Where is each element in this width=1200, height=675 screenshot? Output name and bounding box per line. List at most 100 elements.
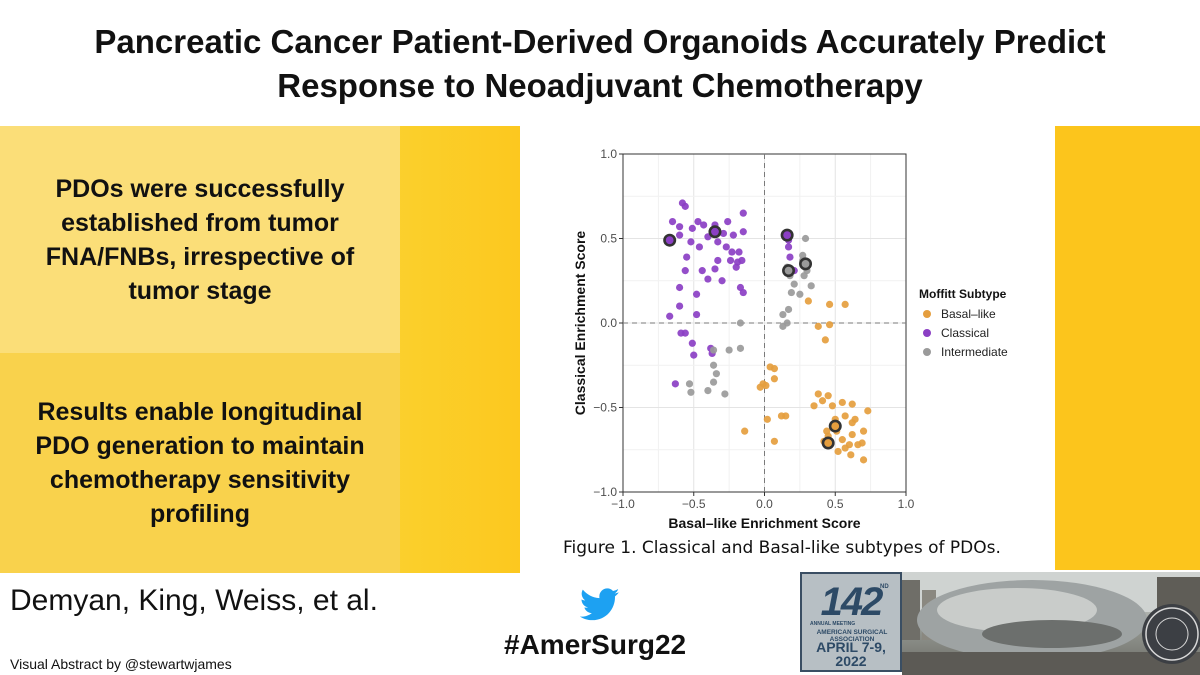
legend-label: Basal–like <box>941 307 996 321</box>
data-point-classical <box>784 243 793 251</box>
data-point-intermediate <box>704 387 712 395</box>
data-point-classical <box>739 288 747 297</box>
data-point-intermediate <box>799 251 807 259</box>
data-point-intermediate <box>736 344 745 352</box>
data-point-basal-like <box>848 400 856 408</box>
data-point-classical <box>688 339 696 347</box>
highlighted-point <box>799 257 813 271</box>
x-tick-label: 1.0 <box>898 497 915 511</box>
data-point-classical <box>722 243 730 251</box>
data-point-intermediate <box>709 378 718 386</box>
logo-date-line-1: APRIL 7-9, <box>816 639 886 655</box>
data-point-basal-like <box>848 419 856 427</box>
authors: Demyan, King, Weiss, et al. <box>10 584 378 617</box>
y-tick-label: −1.0 <box>593 485 617 499</box>
data-point-basal-like <box>859 427 868 435</box>
legend-marker <box>923 329 931 337</box>
data-point-classical <box>714 238 722 246</box>
x-tick-label: 0.0 <box>756 497 773 511</box>
data-point-classical <box>704 275 712 283</box>
finding-1-line-4: tumor stage <box>128 276 272 305</box>
data-point-classical <box>681 267 689 275</box>
data-point-intermediate <box>712 370 720 378</box>
figure-caption: Figure 1. Classical and Basal-like subty… <box>563 538 1001 558</box>
scatter-chart: −1.0 −0.5 0.0 0.5 1.0 −1.0 −0.5 0.0 0.5 1.0 Basal–… <box>572 147 1008 531</box>
data-point-classical <box>732 263 740 271</box>
hashtag: #AmerSurg22 <box>504 629 687 660</box>
data-point-classical <box>681 329 689 337</box>
data-point-intermediate <box>801 234 810 243</box>
finding-2-line-1: Results enable longitudinal <box>37 398 363 426</box>
highlighted-point <box>663 233 677 247</box>
data-point-basal-like <box>804 297 812 305</box>
data-point-basal-like <box>818 397 827 405</box>
legend-label: Intermediate <box>941 345 1008 359</box>
data-point-basal-like <box>858 439 866 447</box>
data-point-classical <box>739 228 747 236</box>
data-point-classical <box>700 221 708 229</box>
figure-panel: −1.0 −0.5 0.0 0.5 1.0 −1.0 −0.5 0.0 0.5 1.0 Basal–… <box>520 126 1055 570</box>
data-point-classical <box>668 218 677 226</box>
y-axis-label: Classical Enrichment Score <box>572 231 588 416</box>
logo-org: AMERICAN SURGICAL ASSOCIATION <box>816 629 888 643</box>
data-point-classical <box>683 253 691 261</box>
data-point-classical <box>698 267 706 275</box>
legend-marker <box>923 348 931 356</box>
x-tick-label: −0.5 <box>682 497 706 511</box>
bean-photo-illustration <box>902 572 1200 675</box>
data-point-basal-like <box>770 375 779 383</box>
data-point-classical <box>786 253 794 261</box>
title-line-1: Pancreatic Cancer Patient-Derived Organo… <box>94 23 1106 60</box>
data-point-intermediate <box>736 319 745 327</box>
data-point-classical <box>687 238 695 246</box>
data-point-basal-like <box>762 381 770 390</box>
data-point-classical <box>719 229 728 238</box>
data-point-classical <box>735 248 743 256</box>
data-point-classical <box>724 218 732 226</box>
finding-1-line-2: established from tumor <box>61 208 339 237</box>
data-point-intermediate <box>709 346 718 354</box>
data-point-intermediate <box>796 290 804 298</box>
data-point-classical <box>692 310 701 319</box>
data-point-basal-like <box>810 402 818 410</box>
finding-box-2: Results enable longitudinal PDO generati… <box>0 353 400 573</box>
data-point-basal-like <box>756 383 764 391</box>
y-tick-label: 0.0 <box>600 316 617 330</box>
data-point-basal-like <box>825 300 834 309</box>
data-point-intermediate <box>784 305 793 314</box>
data-point-classical <box>676 283 684 292</box>
asa-142nd-logo: 142 ND ANNUAL MEETING AMERICAN SURGICAL … <box>800 572 902 672</box>
data-point-intermediate <box>725 346 733 354</box>
highlighted-point <box>782 264 796 278</box>
data-point-basal-like <box>814 322 822 330</box>
highlighted-point <box>828 419 842 433</box>
data-point-basal-like <box>838 436 846 444</box>
data-point-classical <box>676 231 684 239</box>
y-tick-label: 1.0 <box>600 147 617 161</box>
logo-date-line-2: 2022 <box>835 653 867 669</box>
data-point-classical <box>728 248 736 256</box>
data-point-basal-like <box>859 456 868 464</box>
data-point-basal-like <box>841 444 849 452</box>
x-tick-label: 0.5 <box>827 497 844 511</box>
data-point-basal-like <box>847 451 855 459</box>
finding-2-line-3: chemotherapy sensitivity <box>49 466 351 494</box>
highlighted-point <box>780 228 794 242</box>
finding-1-line-1: PDOs were successfully <box>55 174 345 203</box>
highlighted-point <box>708 225 722 239</box>
logo-number: 142 <box>820 580 884 624</box>
data-point-classical <box>690 351 698 359</box>
data-point-intermediate <box>787 288 795 297</box>
data-point-classical <box>692 290 701 298</box>
data-point-intermediate <box>800 272 808 280</box>
x-tick-label: −1.0 <box>611 497 635 511</box>
logo-annual: ANNUAL MEETING <box>810 621 856 627</box>
twitter-bird-icon <box>580 588 620 621</box>
data-point-classical <box>688 224 696 232</box>
data-point-basal-like <box>848 430 856 439</box>
legend-marker <box>923 310 931 318</box>
yellow-band-right <box>1055 126 1200 570</box>
y-tick-label: 0.5 <box>600 232 617 246</box>
data-point-classical <box>711 265 719 273</box>
legend-label: Classical <box>941 326 989 340</box>
